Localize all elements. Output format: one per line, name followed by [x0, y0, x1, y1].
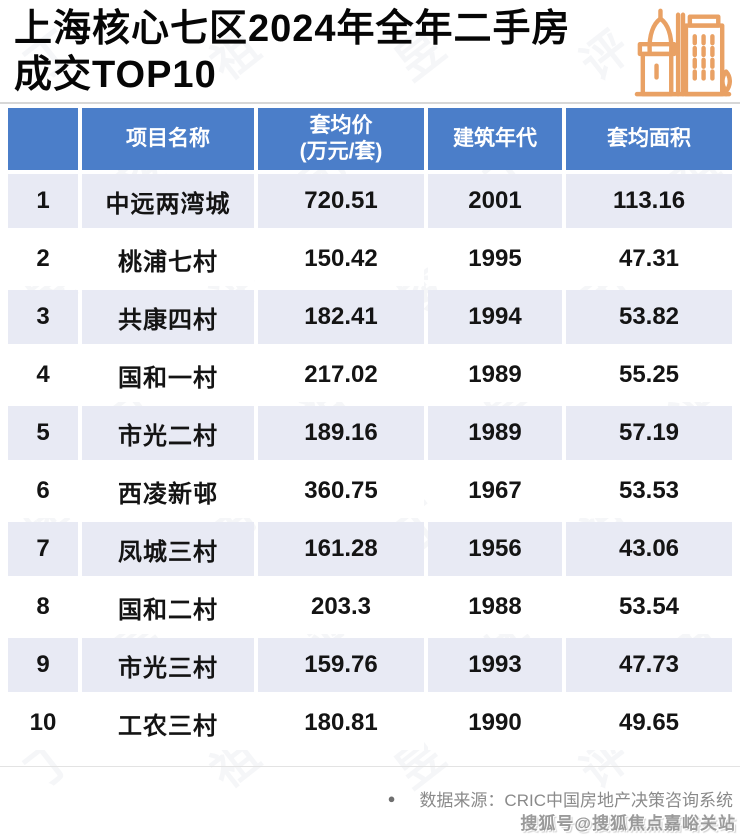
avg-area-cell: 47.31	[566, 232, 732, 286]
build-year-cell: 1989	[428, 348, 562, 402]
avg-area-cell: 57.19	[566, 406, 732, 460]
project-name-cell: 市光二村	[82, 406, 254, 460]
rank-cell: 6	[8, 464, 78, 518]
rank-cell: 10	[8, 696, 78, 750]
page-title-line2: 成交TOP10	[14, 54, 217, 97]
avg-price-cell: 720.51	[258, 174, 424, 228]
avg-area-cell: 53.54	[566, 580, 732, 634]
avg-area-cell: 43.06	[566, 522, 732, 576]
project-name-cell: 凤城三村	[82, 522, 254, 576]
avg-price-cell: 217.02	[258, 348, 424, 402]
avg-price-cell: 189.16	[258, 406, 424, 460]
footer-divider-line	[0, 766, 740, 767]
col-header-avg-price: 套均价 (万元/套)	[258, 108, 424, 170]
avg-area-cell: 47.73	[566, 638, 732, 692]
build-year-cell: 1967	[428, 464, 562, 518]
avg-price-cell: 182.41	[258, 290, 424, 344]
col-header-project-name: 项目名称	[82, 108, 254, 170]
title-divider-line	[0, 102, 740, 104]
col-header-avg-area: 套均面积	[566, 108, 732, 170]
project-name-cell: 西凌新邨	[82, 464, 254, 518]
project-name-cell: 桃浦七村	[82, 232, 254, 286]
build-year-cell: 1994	[428, 290, 562, 344]
avg-area-cell: 113.16	[566, 174, 732, 228]
rank-cell: 5	[8, 406, 78, 460]
avg-price-cell: 150.42	[258, 232, 424, 286]
col-header-build-year: 建筑年代	[428, 108, 562, 170]
build-year-cell: 1995	[428, 232, 562, 286]
bullet-icon: ●	[387, 791, 396, 806]
project-name-cell: 国和一村	[82, 348, 254, 402]
avg-price-cell: 180.81	[258, 696, 424, 750]
build-year-cell: 1990	[428, 696, 562, 750]
rank-cell: 3	[8, 290, 78, 344]
col-header-rank	[8, 108, 78, 170]
publisher-watermark: 搜狐号@搜狐焦点嘉峪关站	[520, 814, 736, 833]
project-name-cell: 市光三村	[82, 638, 254, 692]
avg-area-cell: 53.53	[566, 464, 732, 518]
city-buildings-icon	[634, 6, 732, 98]
avg-area-cell: 49.65	[566, 696, 732, 750]
project-name-cell: 中远两湾城	[82, 174, 254, 228]
project-name-cell: 共康四村	[82, 290, 254, 344]
rank-cell: 8	[8, 580, 78, 634]
rank-cell: 1	[8, 174, 78, 228]
rank-cell: 9	[8, 638, 78, 692]
build-year-cell: 1993	[428, 638, 562, 692]
top10-table: 项目名称 套均价 (万元/套) 建筑年代 套均面积 1 中远两湾城 720.51 20…	[8, 108, 732, 750]
build-year-cell: 1988	[428, 580, 562, 634]
avg-price-cell: 360.75	[258, 464, 424, 518]
build-year-cell: 1989	[428, 406, 562, 460]
project-name-cell: 国和二村	[82, 580, 254, 634]
build-year-cell: 1956	[428, 522, 562, 576]
project-name-cell: 工农三村	[82, 696, 254, 750]
avg-area-cell: 55.25	[566, 348, 732, 402]
rank-cell: 7	[8, 522, 78, 576]
rank-cell: 2	[8, 232, 78, 286]
avg-price-cell: 161.28	[258, 522, 424, 576]
data-source-text: 数据来源：CRIC中国房地产决策咨询系统	[419, 791, 733, 810]
avg-price-cell: 203.3	[258, 580, 424, 634]
avg-area-cell: 53.82	[566, 290, 732, 344]
rank-cell: 4	[8, 348, 78, 402]
page-title-line1: 上海核心七区2024年全年二手房	[14, 8, 571, 50]
avg-price-cell: 159.76	[258, 638, 424, 692]
build-year-cell: 2001	[428, 174, 562, 228]
page-title: 上海核心七区2024年全年二手房 成交TOP10	[14, 6, 639, 99]
data-source-line: ● 数据来源：CRIC中国房地产决策咨询系统	[388, 786, 733, 811]
